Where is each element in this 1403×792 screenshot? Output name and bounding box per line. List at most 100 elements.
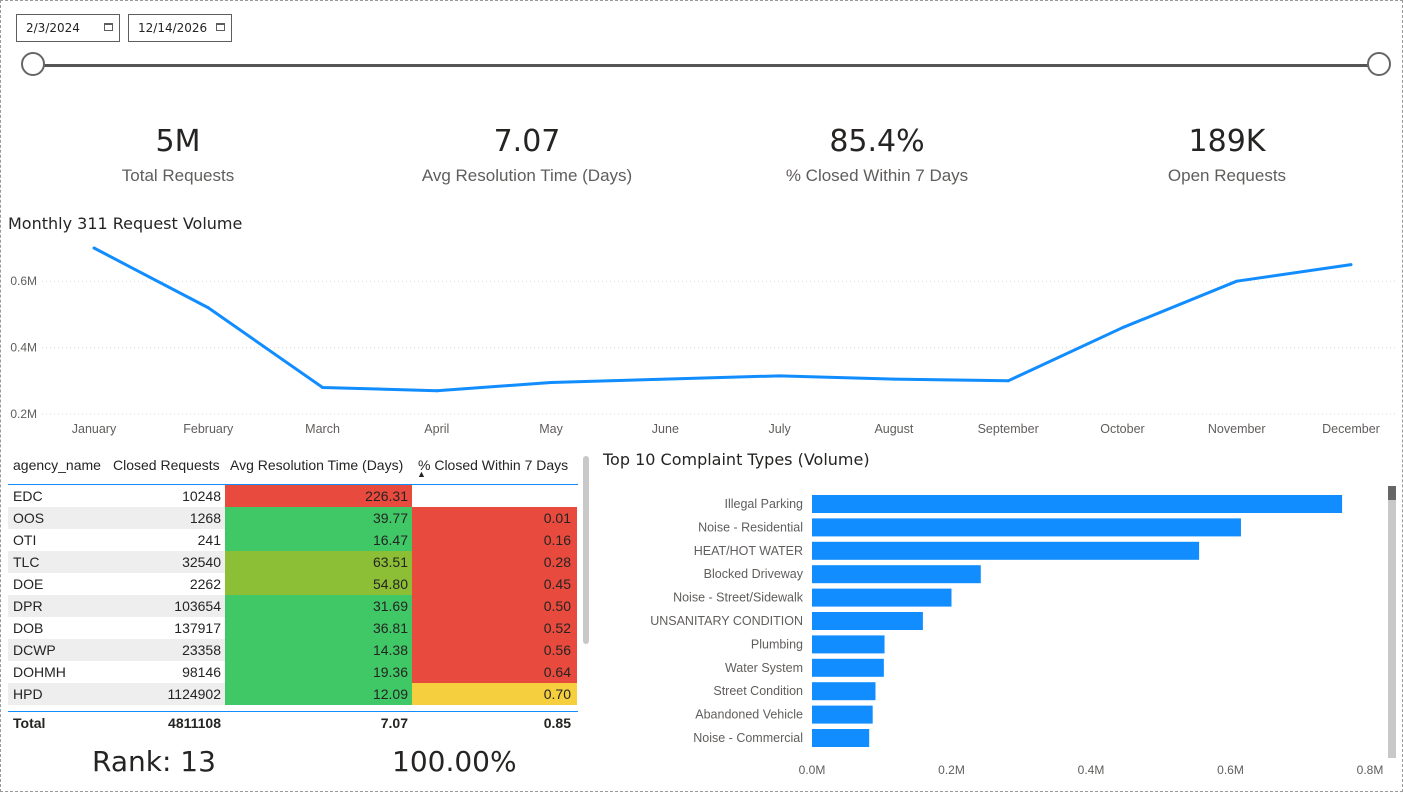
cell-avg-resolution: 63.51	[225, 551, 412, 573]
data-point[interactable]	[92, 246, 96, 250]
bar[interactable]	[812, 635, 885, 654]
category-label: UNSANITARY CONDITION	[650, 614, 803, 628]
x-tick-label: 0.6M	[1217, 763, 1244, 777]
cell-closed: 103654	[100, 595, 225, 617]
col-header-pct[interactable]: % Closed Within 7 Days	[418, 457, 569, 473]
category-label: HEAT/HOT WATER	[694, 544, 803, 558]
category-label: Noise - Street/Sidewalk	[673, 591, 804, 605]
cell-closed: 98146	[182, 664, 221, 680]
table-row[interactable]: DOB 137917 36.81 0.52	[8, 617, 578, 639]
line-chart-title: Monthly 311 Request Volume	[8, 214, 243, 233]
data-point[interactable]	[321, 385, 325, 389]
data-point[interactable]	[1006, 379, 1010, 383]
category-label: Noise - Residential	[698, 520, 803, 534]
end-date-value: 12/14/2026	[138, 21, 208, 35]
cell-agency: OOS	[8, 507, 100, 529]
cell-closed: 1268	[100, 507, 225, 529]
table-row[interactable]: EDC 10248 226.31	[8, 485, 578, 507]
col-header-agency[interactable]: agency_name	[13, 457, 101, 473]
col-header-closed[interactable]: Closed Requests	[113, 457, 220, 473]
monthly-volume-line-chart[interactable]: 0.2M 0.4M 0.6M January February March April May…	[0, 240, 1403, 445]
cell-pct-closed: 0.50	[412, 595, 577, 617]
data-point[interactable]	[778, 374, 782, 378]
bar[interactable]	[812, 541, 1200, 560]
cell-agency: EDC	[13, 488, 43, 504]
bar[interactable]	[812, 518, 1241, 537]
x-tick-label: May	[539, 422, 563, 436]
end-date-input[interactable]: 12/14/2026	[128, 14, 232, 42]
cell-avg-resolution: 31.69	[225, 595, 412, 617]
category-label: Blocked Driveway	[704, 567, 804, 581]
bar-chart-scroll-thumb[interactable]	[1388, 486, 1396, 500]
start-date-value: 2/3/2024	[26, 21, 80, 35]
table-row[interactable]: DCWP 23358 14.38 0.56	[8, 639, 578, 661]
cell-closed: 32540	[100, 551, 225, 573]
col-header-avg[interactable]: Avg Resolution Time (Days)	[230, 457, 404, 473]
data-point[interactable]	[892, 377, 896, 381]
bar[interactable]	[812, 682, 876, 701]
x-tick-label: 0.2M	[938, 763, 965, 777]
bar[interactable]	[812, 658, 884, 677]
kpi-value: 189K	[1188, 124, 1266, 159]
cell-avg-resolution: 14.38	[225, 639, 412, 661]
bar-chart-scrollbar[interactable]	[1388, 486, 1396, 758]
x-tick-label: September	[978, 422, 1039, 436]
x-tick-label: August	[874, 422, 913, 436]
data-point[interactable]	[1235, 279, 1239, 283]
data-point[interactable]	[1349, 263, 1353, 267]
table-row[interactable]: TLC 32540 63.51 0.28	[8, 551, 578, 573]
date-range-slider-track[interactable]	[33, 64, 1379, 67]
x-tick-label: July	[769, 422, 792, 436]
calendar-icon[interactable]	[104, 23, 113, 31]
kpi-value: 7.07	[493, 124, 561, 159]
start-date-input[interactable]: 2/3/2024	[16, 14, 120, 42]
cell-agency: DCWP	[8, 639, 100, 661]
top-complaints-bar-chart[interactable]: Illegal Parking Noise - Residential HEAT/H…	[600, 480, 1400, 780]
category-label: Plumbing	[751, 637, 803, 651]
bar[interactable]	[812, 588, 952, 607]
data-point[interactable]	[206, 306, 210, 310]
x-tick-label: 0.0M	[799, 763, 826, 777]
total-avg: 7.07	[380, 715, 408, 731]
cell-pct-closed: 0.56	[412, 639, 577, 661]
x-tick-label: 0.4M	[1078, 763, 1105, 777]
agency-table[interactable]: agency_name Closed Requests Avg Resoluti…	[8, 452, 578, 736]
total-pct: 0.85	[543, 715, 571, 731]
table-body[interactable]: EDC 10248 226.31 OOS 1268 39.77 0.01 OTI 241 16.4…	[8, 485, 578, 711]
date-range-start-handle[interactable]	[21, 52, 45, 76]
cell-pct-closed: 0.16	[412, 529, 577, 551]
x-tick-label: February	[183, 422, 234, 436]
cell-avg-resolution: 16.47	[225, 529, 412, 551]
cell-closed: 241	[197, 532, 221, 548]
data-point[interactable]	[1120, 326, 1124, 330]
table-row[interactable]: DPR 103654 31.69 0.50	[8, 595, 578, 617]
series-line[interactable]	[93, 246, 1352, 393]
bar[interactable]	[812, 612, 923, 630]
total-closed: 4811108	[168, 715, 221, 731]
cell-agency: OTI	[13, 532, 37, 548]
kpi-value: 85.4%	[829, 124, 925, 159]
sort-ascending-icon[interactable]: ▲	[417, 469, 426, 479]
table-row[interactable]: HPD 1124902 12.09 0.70	[8, 683, 578, 705]
cell-closed: 137917	[174, 620, 221, 636]
data-point[interactable]	[435, 389, 439, 393]
bar[interactable]	[812, 495, 1343, 513]
percent-text: 100.00%	[392, 745, 517, 778]
data-point[interactable]	[549, 380, 553, 384]
cell-avg-resolution: 12.09	[225, 683, 412, 705]
table-row[interactable]: DOE 2262 54.80 0.45	[8, 573, 578, 595]
bar-chart-title: Top 10 Complaint Types (Volume)	[603, 450, 870, 469]
bar[interactable]	[812, 729, 870, 747]
calendar-icon[interactable]	[216, 23, 225, 31]
bar[interactable]	[812, 565, 981, 584]
bar[interactable]	[812, 705, 873, 724]
table-scrollbar[interactable]	[583, 456, 589, 644]
y-tick-label: 0.2M	[10, 407, 37, 421]
table-row[interactable]: OOS 1268 39.77 0.01	[8, 507, 578, 529]
kpi-label: % Closed Within 7 Days	[785, 166, 969, 185]
table-row[interactable]: DOHMH 98146 19.36 0.64	[8, 661, 578, 683]
data-point[interactable]	[663, 377, 667, 381]
table-row[interactable]: OTI 241 16.47 0.16	[8, 529, 578, 551]
date-range-end-handle[interactable]	[1367, 52, 1391, 76]
cell-avg-resolution: 226.31	[225, 485, 412, 507]
